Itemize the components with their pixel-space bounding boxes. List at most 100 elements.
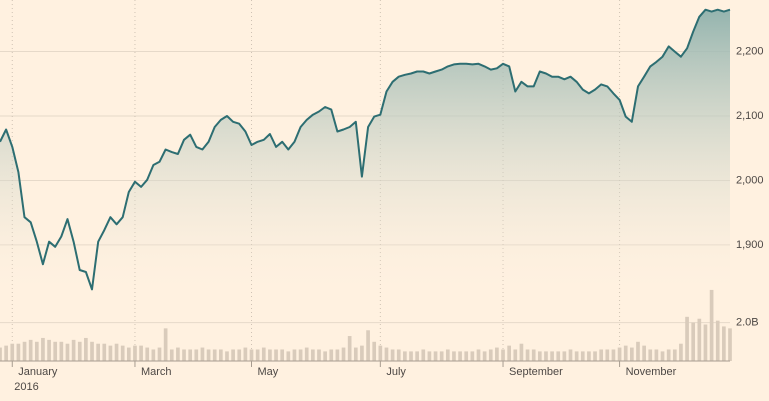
x-tick-label: September <box>509 366 563 378</box>
volume-bar <box>65 343 70 361</box>
volume-bar <box>0 347 2 361</box>
x-tick-label: May <box>258 366 279 378</box>
volume-bar <box>636 341 640 361</box>
volume-bar <box>194 349 199 361</box>
volume-bar <box>292 349 297 361</box>
volume-bar <box>403 351 407 361</box>
volume-bar <box>507 345 511 361</box>
volume-bar <box>452 351 456 361</box>
volume-bar <box>268 349 272 361</box>
y-tick-label: 1,900 <box>736 239 764 251</box>
x-tick-label: July <box>386 366 406 378</box>
volume-bar <box>84 337 88 361</box>
volume-bar <box>679 343 683 361</box>
volume-bar <box>280 349 285 361</box>
volume-bar <box>28 339 33 361</box>
volume-bar <box>108 345 113 361</box>
volume-bar <box>544 351 548 361</box>
x-tick-label: November <box>626 366 677 378</box>
volume-bar <box>587 351 591 361</box>
volume-bar <box>16 343 21 361</box>
volume-bar <box>519 343 524 361</box>
volume-bar <box>366 330 370 361</box>
volume-bar <box>574 351 579 361</box>
y-tick-label: 2,000 <box>736 174 764 186</box>
volume-bar <box>458 351 462 361</box>
volume-bar <box>274 349 278 361</box>
volume-bar <box>353 347 358 361</box>
volume-bar <box>71 339 76 361</box>
volume-bar <box>476 349 481 361</box>
volume-bar <box>722 326 726 361</box>
volume-bar <box>231 349 235 361</box>
volume-bar <box>261 347 266 361</box>
area <box>0 9 730 290</box>
volume-bar <box>182 349 186 361</box>
y-tick-label: 2.0B <box>736 316 759 328</box>
volume-bar <box>378 345 383 361</box>
volume-bar <box>206 349 211 361</box>
volume-bar <box>691 322 696 361</box>
volume-bar <box>219 349 223 361</box>
volume-bar <box>77 341 82 361</box>
volume-bar <box>531 349 536 361</box>
volume-bar <box>47 339 51 361</box>
volume-bar <box>139 345 143 361</box>
volume-bar <box>427 351 432 361</box>
volume-bar <box>188 349 193 361</box>
volume-bar <box>537 351 542 361</box>
volume-bar <box>550 351 554 361</box>
volume-bar <box>439 351 444 361</box>
line <box>0 8 731 291</box>
volume-bar <box>360 345 364 361</box>
volume-bar <box>470 351 475 361</box>
volume-bar <box>648 349 653 361</box>
volume-bar <box>623 345 628 361</box>
volume-bar <box>34 341 39 361</box>
volume-bar <box>556 351 561 361</box>
volume-bar <box>703 324 708 361</box>
volume-bar <box>488 349 493 361</box>
volume-bar <box>396 349 401 361</box>
volume-bar <box>715 320 720 361</box>
volume-bar <box>341 347 346 361</box>
volume-bar <box>568 349 573 361</box>
volume-bar <box>237 349 242 361</box>
volume-bar <box>249 349 254 361</box>
volume-bar <box>605 349 610 361</box>
volume-bar <box>126 347 131 361</box>
volume-bar <box>593 351 597 361</box>
volume-bar <box>347 336 352 361</box>
volume-bar <box>372 341 377 361</box>
volume-bar <box>599 349 604 361</box>
volume-bar <box>329 349 334 361</box>
volume-bar <box>464 351 469 361</box>
volume-bar <box>660 351 665 361</box>
volume-bar <box>53 341 58 361</box>
year-label: 2016 <box>14 381 38 393</box>
volume-bar <box>562 351 567 361</box>
volume-bar <box>335 349 340 361</box>
volume-bar <box>642 345 646 361</box>
volume-bar <box>580 351 585 361</box>
volume-bar <box>311 349 315 361</box>
volume-bar <box>384 347 389 361</box>
volume-bar <box>525 349 530 361</box>
volume-bar <box>243 347 248 361</box>
volume-bar <box>200 347 205 361</box>
volume-bar <box>212 349 217 361</box>
volume-bar <box>133 345 137 361</box>
volume-bar <box>90 341 94 361</box>
volume-bar <box>4 345 8 361</box>
volume-bar <box>415 351 419 361</box>
volume-bar <box>501 349 505 361</box>
x-tick-label: January <box>18 366 58 378</box>
volume-bar <box>96 343 100 361</box>
volume-bar <box>169 349 174 361</box>
volume-bar <box>421 349 426 361</box>
volume-bar <box>482 351 487 361</box>
volume-bar <box>630 347 634 361</box>
volume-bar <box>120 345 125 361</box>
